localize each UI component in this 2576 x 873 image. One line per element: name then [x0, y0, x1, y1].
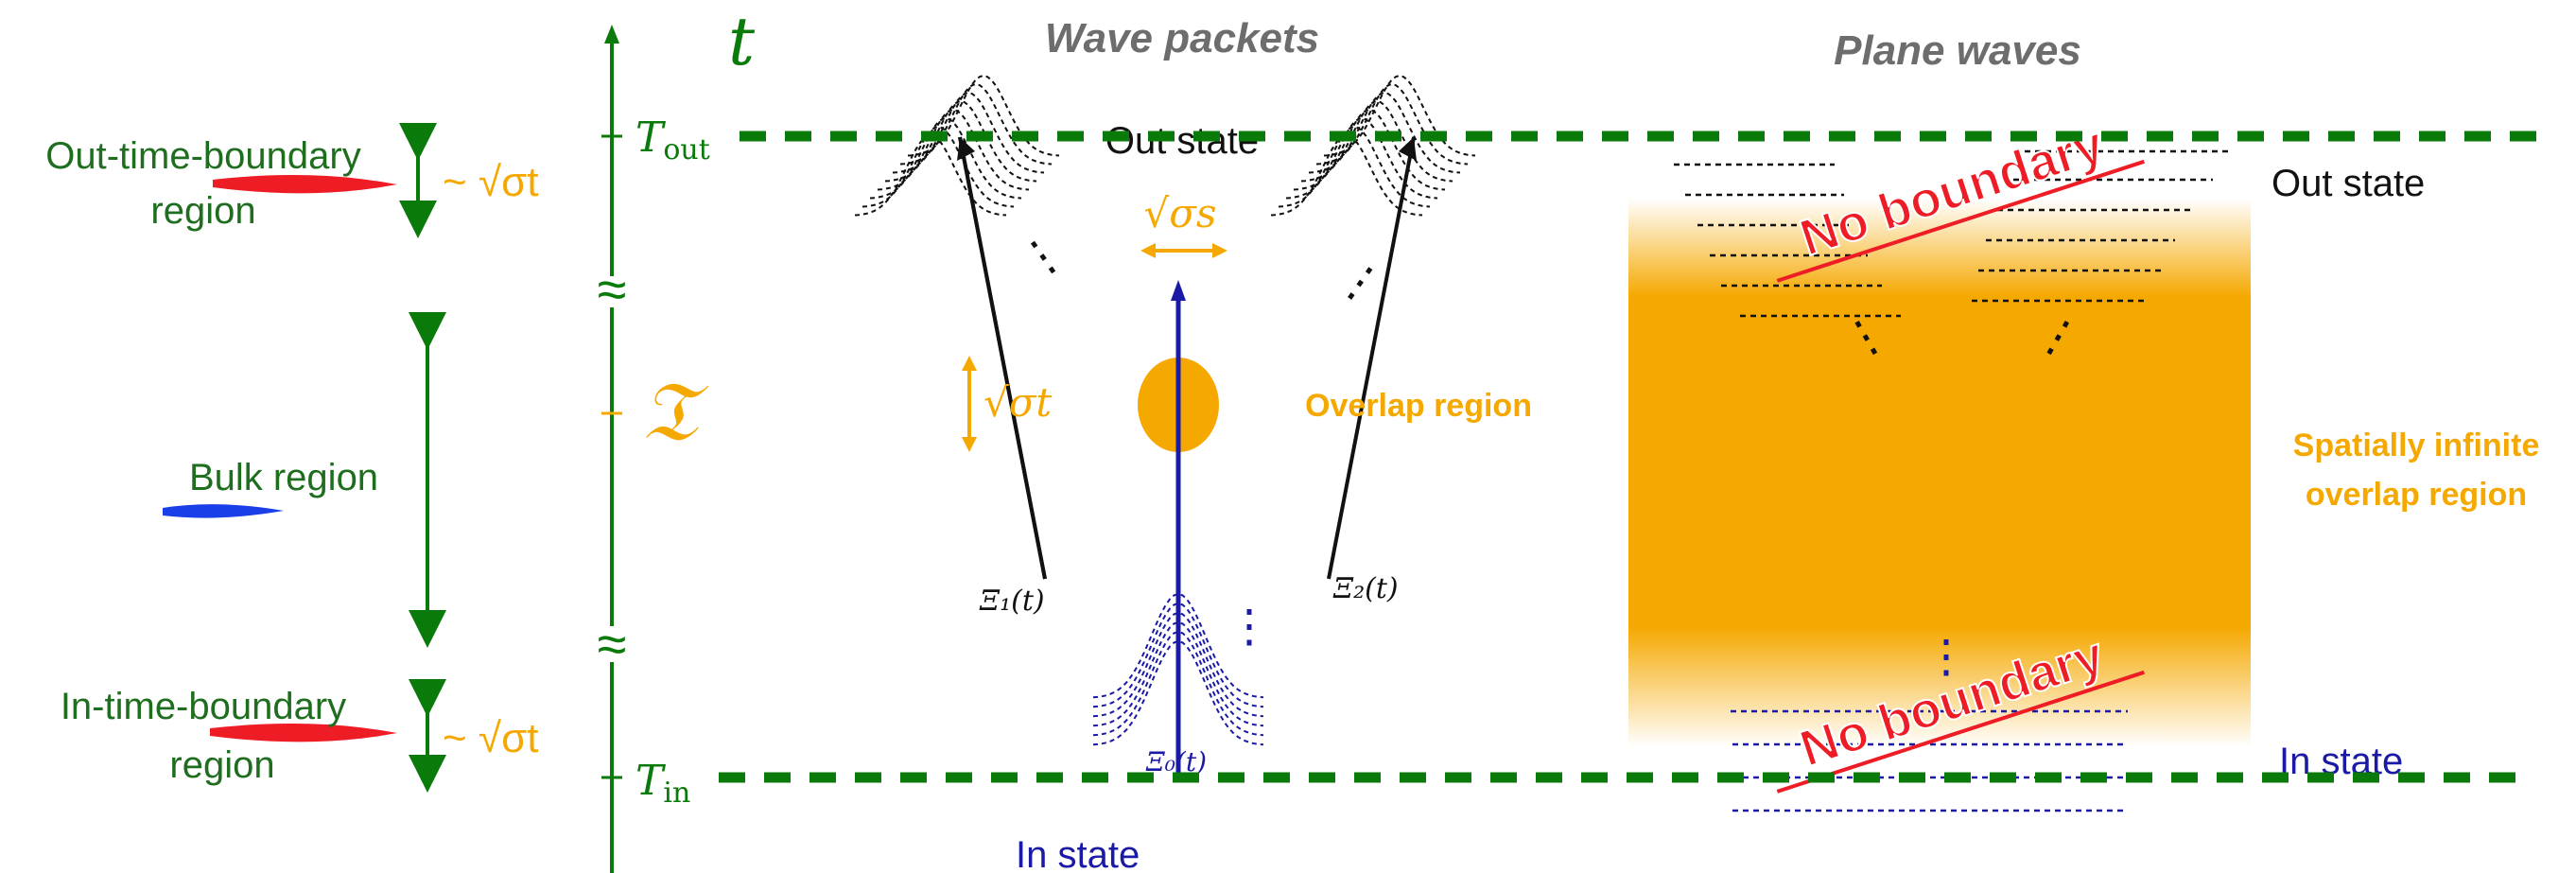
out-packet-curve	[1270, 133, 1423, 217]
label-t-out: Tout	[635, 113, 710, 166]
sqrt-sigma-t-center: √σt	[983, 379, 1052, 426]
out-packets-left	[854, 74, 1060, 217]
sigma-s-arrow-left	[1140, 243, 1156, 258]
out-packet-curve	[899, 82, 1053, 166]
sqrt-sigma-t-top: ~ √σt	[443, 159, 538, 205]
plane-out-state: Out state	[2271, 163, 2425, 204]
out-plane-lines	[1674, 149, 2232, 318]
sigma-s-arrow-right	[1212, 243, 1227, 258]
plane-in-state: In state	[2279, 741, 2403, 782]
infinite-label-2: overlap region	[2306, 477, 2527, 513]
sigma-t-arrow-top	[962, 356, 977, 371]
heading-plane-waves: Plane waves	[1834, 27, 2081, 74]
packets-out-state: Out state	[1105, 120, 1259, 162]
xi2-label: Ξ₂(t)	[1332, 572, 1399, 605]
out-packet-curve	[854, 133, 1007, 217]
xi2-trajectory	[1327, 136, 1416, 580]
red-brush-bottom	[210, 724, 397, 742]
dots-left: ⋮	[1010, 223, 1076, 290]
plane-waves-panel: ⋮ ⋮ ⋮ No boundary No boundary Out state …	[1628, 114, 2540, 812]
no-boundary-top-underline	[1776, 159, 2145, 283]
xi1-arrow-head	[957, 137, 975, 161]
heading-wave-packets: Wave packets	[1045, 15, 1319, 61]
axis-break-top: ≈	[598, 259, 627, 319]
dots-in: ⋮	[1227, 602, 1272, 652]
sigma-t-arrow-bottom	[962, 437, 977, 452]
out-packet-curve	[1323, 74, 1476, 157]
overlap-label: Overlap region	[1305, 388, 1532, 424]
sqrt-sigma-s: √σs	[1144, 190, 1217, 236]
dots-right: ⋮	[1328, 250, 1394, 317]
red-brush-top	[213, 175, 397, 194]
bulk-label: Bulk region	[189, 457, 378, 498]
plane-dots-in: ⋮	[1923, 632, 1969, 682]
in-plane-lines	[1731, 709, 2128, 812]
axis-arrow-head	[604, 25, 619, 44]
xi1-trajectory	[958, 136, 1047, 580]
time-axis: ≈ ≈ t Tout Tin 𝔗	[598, 3, 756, 873]
packets-in-state: In state	[1016, 834, 1140, 873]
label-curly-t: 𝔗	[641, 362, 709, 460]
xi1-label: Ξ₁(t)	[979, 585, 1045, 618]
xi2-arrow-head	[1399, 137, 1417, 161]
out-boundary-label-2: region	[150, 190, 255, 232]
infinite-label-1: Spatially infinite	[2293, 428, 2540, 463]
out-boundary-label: Out-time-boundary	[45, 135, 360, 177]
no-boundary-bottom-underline	[1776, 670, 2145, 794]
in-boundary-label: In-time-boundary	[61, 686, 346, 727]
axis-break-bottom: ≈	[598, 614, 627, 673]
out-packets-right	[1270, 74, 1476, 217]
out-packet-curve	[1315, 82, 1469, 166]
blue-brush	[163, 504, 284, 518]
xi0-arrow-head	[1171, 280, 1186, 301]
label-t-in: Tin	[635, 757, 690, 810]
left-labels: Out-time-boundary region ~ √σt Bulk regi…	[45, 123, 538, 793]
sqrt-sigma-t-bottom: ~ √σt	[443, 715, 538, 761]
infinite-overlap-band	[1628, 199, 2251, 747]
wave-packets-panel: √σs √σt ⋮ ⋮ ⋮ Out state In state Overlap…	[854, 74, 1532, 873]
in-boundary-label-2: region	[169, 744, 274, 786]
axis-label-t: t	[728, 3, 756, 80]
out-packet-curve	[907, 74, 1060, 157]
